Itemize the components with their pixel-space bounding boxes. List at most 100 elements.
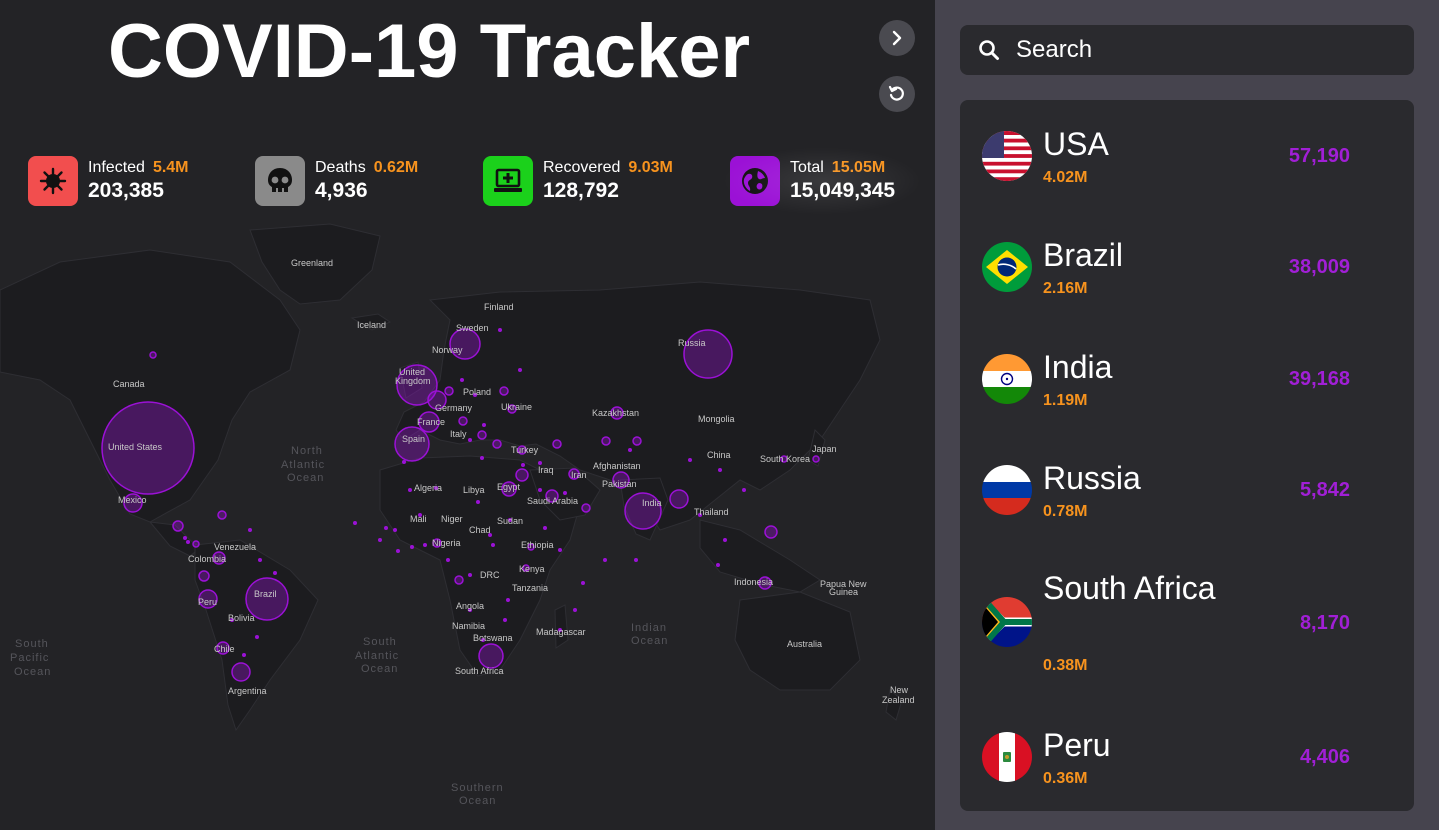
search-input[interactable] <box>1014 35 1398 65</box>
bubble-kazakhstan[interactable] <box>610 406 624 420</box>
bubble-chile[interactable] <box>216 641 230 655</box>
bubble-netherlands[interactable] <box>444 386 454 396</box>
bubble-turkey[interactable] <box>517 445 527 455</box>
country-cases: 4.02M <box>1043 169 1088 186</box>
refresh-icon <box>888 85 904 101</box>
bubble-uzbekistan[interactable] <box>632 436 642 446</box>
brazil-flag-icon <box>982 242 1032 292</box>
country-cases: 0.38M <box>1043 657 1088 674</box>
map-label-saudi-arabia: Saudi Arabia <box>527 496 578 506</box>
country-item-india[interactable]: India 1.19M 39,168 <box>982 349 1392 409</box>
stat-infected-label: Infected <box>88 159 145 176</box>
map-label-south: South <box>15 638 49 650</box>
bubble-philippines[interactable] <box>764 525 778 539</box>
bubble-guatemala[interactable] <box>172 520 184 532</box>
bubble-japan[interactable] <box>812 455 820 463</box>
map-label-nigeria: Nigeria <box>432 538 461 548</box>
country-name: Peru <box>1043 727 1111 763</box>
india-flag-icon <box>982 354 1032 404</box>
bubble-dominican-republic[interactable] <box>217 510 227 520</box>
bubble-sweden[interactable] <box>449 328 481 360</box>
bubble-indonesia[interactable] <box>758 576 772 590</box>
bubble-bangladesh[interactable] <box>669 489 689 509</box>
app-title: COVID-19 Tracker <box>108 9 751 94</box>
map-label-drc: DRC <box>480 570 500 580</box>
map-label-germany: Germany <box>435 403 473 413</box>
bubble-mexico[interactable] <box>123 493 143 513</box>
stat-total[interactable]: Total 15.05M 15,049,345 <box>721 147 923 215</box>
bubble-kenya[interactable] <box>522 564 530 572</box>
stat-infected[interactable]: Infected 5.4M 203,385 <box>28 155 189 207</box>
bubble-nigeria[interactable] <box>432 538 442 548</box>
stat-deaths-label: Deaths <box>315 159 366 176</box>
stat-deaths[interactable]: Deaths 0.62M 4,936 <box>255 155 418 207</box>
bubble-alaska[interactable] <box>149 351 157 359</box>
next-button[interactable] <box>879 20 915 56</box>
stat-recovered[interactable]: Recovered 9.03M 128,792 <box>483 155 673 207</box>
map-label-italy: Italy <box>450 429 467 439</box>
russia-flag-icon <box>982 465 1032 515</box>
bubble-france[interactable] <box>418 411 440 433</box>
map-label-zealand: Zealand <box>882 695 915 705</box>
bubble-turkmenistan[interactable] <box>601 436 611 446</box>
bubble-russia[interactable] <box>683 329 733 379</box>
map-label-russia: Russia <box>678 338 706 348</box>
map-label-sweden: Sweden <box>456 323 489 333</box>
bubble-bulgaria[interactable] <box>492 439 502 449</box>
map-label-venezuela: Venezuela <box>214 542 256 552</box>
map-label-bolivia: Bolivia <box>228 613 255 623</box>
country-cases: 0.36M <box>1043 770 1088 787</box>
bubble-brazil[interactable] <box>245 577 289 621</box>
bubble-oman[interactable] <box>581 503 591 513</box>
bubble-azerbaijan[interactable] <box>552 439 562 449</box>
country-item-russia[interactable]: Russia 0.78M 5,842 <box>982 460 1392 520</box>
bubble-drc[interactable] <box>454 575 464 585</box>
bubble-iraq[interactable] <box>515 468 529 482</box>
bubble-germany[interactable] <box>427 390 447 410</box>
bubble-switzerland[interactable] <box>458 416 468 426</box>
bubble-india[interactable] <box>624 492 662 530</box>
bubble-south-africa[interactable] <box>478 643 504 669</box>
map-label-mali: Mali <box>410 514 427 524</box>
map-label-indonesia: Indonesia <box>734 577 773 587</box>
country-item-brazil[interactable]: Brazil 2.16M 38,009 <box>982 237 1392 297</box>
bubble-ecuador[interactable] <box>198 570 210 582</box>
bubble-egypt[interactable] <box>501 481 517 497</box>
country-name: Russia <box>1043 460 1141 496</box>
map-label-guinea: Guinea <box>829 587 858 597</box>
country-item-peru[interactable]: Peru 0.36M 4,406 <box>982 727 1392 787</box>
map-label-ethiopia: Ethiopia <box>521 540 554 550</box>
map-label-pacific: Pacific <box>10 652 49 664</box>
bubble-argentina[interactable] <box>231 662 251 682</box>
bubble-panama[interactable] <box>192 540 200 548</box>
map-label-egypt: Egypt <box>497 482 521 492</box>
country-item-usa[interactable]: USA 4.02M 57,190 <box>982 126 1392 186</box>
reset-button[interactable] <box>879 76 915 112</box>
country-list[interactable]: USA 4.02M 57,190 Brazil 2.16M 38,009 <box>960 100 1414 811</box>
bubble-saudi-arabia[interactable] <box>545 489 559 503</box>
world-map[interactable]: Greenland Finland Iceland Sweden Norway Russi… <box>0 0 935 830</box>
map-label-kenya: Kenya <box>519 564 545 574</box>
search-icon <box>979 40 999 60</box>
bubble-iran[interactable] <box>568 468 580 480</box>
bubble-serbia[interactable] <box>477 430 487 440</box>
map-label-atlantic: Atlantic <box>281 459 325 471</box>
stat-total-value: 15,049,345 <box>790 179 896 202</box>
bubble-peru[interactable] <box>198 589 218 609</box>
map-label-greenland: Greenland <box>291 258 333 268</box>
bubble-south-korea[interactable] <box>780 455 788 463</box>
bubble-ukraine[interactable] <box>507 404 517 414</box>
globe-icon <box>730 156 780 206</box>
stat-recovered-total: 9.03M <box>628 159 673 176</box>
bubble-pakistan[interactable] <box>612 471 630 489</box>
map-label-france: France <box>417 417 445 427</box>
bubble-ethiopia[interactable] <box>527 543 535 551</box>
bubble-united-states[interactable] <box>101 401 195 495</box>
country-cases: 2.16M <box>1043 280 1088 297</box>
bubble-spain[interactable] <box>394 426 430 462</box>
country-item-south-africa[interactable]: South Africa 0.38M 8,170 <box>982 570 1392 680</box>
bubble-belarus[interactable] <box>499 386 509 396</box>
bubble-colombia[interactable] <box>212 551 226 565</box>
bubble-united-kingdom[interactable] <box>396 364 438 406</box>
search-bar[interactable] <box>960 25 1414 75</box>
